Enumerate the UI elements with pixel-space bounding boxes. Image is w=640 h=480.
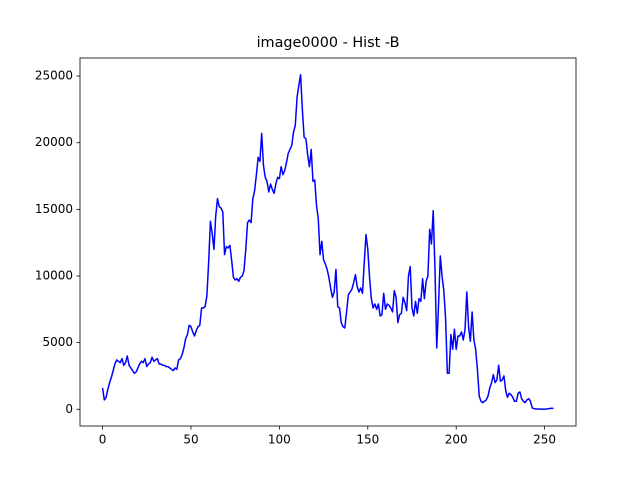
y-tick-label: 5000 (42, 335, 73, 349)
line (101, 73, 554, 410)
y-tick-label: 25000 (35, 69, 73, 83)
y-tick-label: 15000 (35, 202, 73, 216)
y-tick-label: 20000 (35, 135, 73, 149)
x-tick-label: 50 (183, 433, 198, 447)
chart-title: image0000 - Hist -B (257, 35, 400, 51)
x-tick-label: 250 (533, 433, 556, 447)
x-tick-label: 150 (356, 433, 379, 447)
x-tick-label: 100 (268, 433, 291, 447)
y-tick-label: 0 (65, 402, 73, 416)
y-tick-label: 10000 (35, 268, 73, 282)
plot-frame (79, 57, 577, 427)
x-tick-label: 200 (445, 433, 468, 447)
x-tick-label: 0 (99, 433, 107, 447)
